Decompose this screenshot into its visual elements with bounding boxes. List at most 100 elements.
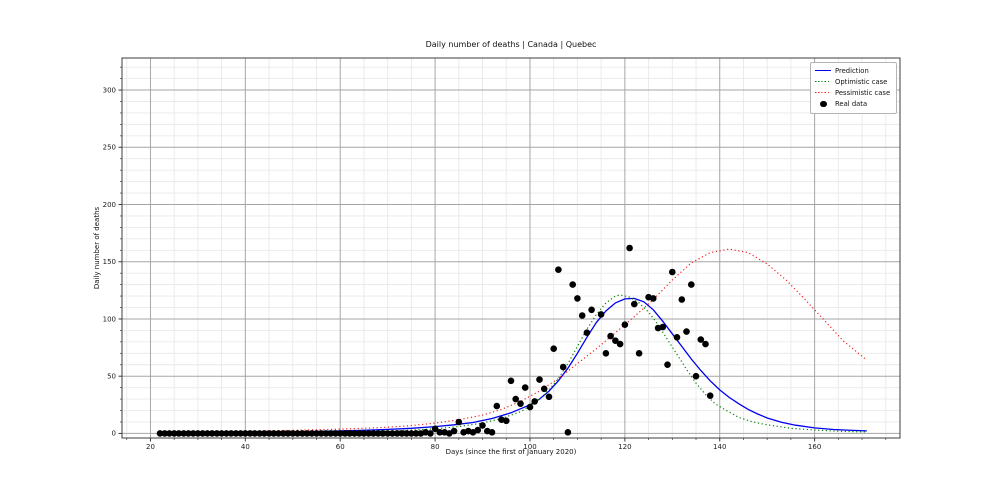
data-point [180, 430, 187, 437]
data-point [332, 430, 339, 437]
data-point [403, 430, 410, 437]
data-point [536, 376, 543, 383]
data-point [227, 430, 235, 437]
chart-title: Daily number of deaths | Canada | Quebec [425, 40, 597, 49]
data-point [616, 340, 624, 348]
data-point [431, 425, 439, 433]
data-point [322, 430, 330, 437]
data-point [189, 430, 197, 437]
data-point [512, 395, 519, 403]
series-pessimistic-case [159, 248, 868, 434]
data-point [702, 340, 709, 348]
x-tick-label: 100 [523, 443, 536, 451]
data-point [488, 429, 496, 436]
data-point [308, 430, 316, 437]
x-tick-label: 120 [618, 443, 631, 451]
data-point [370, 430, 377, 437]
y-tick-label: 150 [103, 258, 116, 266]
data-point [621, 321, 629, 329]
y-tick-label: 50 [107, 372, 116, 380]
legend-swatch [815, 78, 831, 86]
data-point [669, 268, 676, 276]
legend-label: Prediction [835, 66, 869, 75]
data-point [474, 426, 482, 434]
data-point [389, 430, 396, 437]
axes-frame [121, 57, 901, 439]
data-point [265, 430, 273, 437]
data-point [427, 430, 434, 437]
x-tick-label: 160 [808, 443, 821, 451]
legend-swatch [815, 100, 831, 108]
data-point [232, 430, 240, 437]
y-axis-label: Daily number of deaths [93, 206, 101, 290]
data-point [156, 430, 164, 437]
y-tick-label: 200 [103, 201, 116, 209]
legend-label: Optimistic case [835, 77, 888, 86]
data-point [692, 372, 700, 380]
data-point [650, 295, 657, 302]
data-point [659, 323, 667, 331]
data-point [242, 430, 249, 437]
data-point [612, 337, 619, 345]
legend-label: Pessimistic case [835, 88, 891, 97]
data-point [256, 430, 263, 437]
data-point [597, 311, 605, 318]
data-point [185, 430, 192, 437]
data-point [313, 430, 320, 437]
data-point [199, 430, 206, 437]
data-point [379, 430, 387, 437]
data-point [583, 329, 591, 337]
data-point [688, 281, 695, 288]
y-tick-label: 0 [112, 430, 116, 438]
data-point [294, 430, 301, 437]
data-point [351, 430, 358, 437]
x-tick-label: 140 [713, 443, 726, 451]
data-point [631, 300, 638, 308]
data-point [289, 430, 297, 437]
data-point [683, 328, 690, 335]
data-point [341, 430, 349, 437]
data-point [408, 430, 415, 437]
data-point [336, 430, 344, 437]
data-point [450, 427, 458, 435]
data-point [706, 392, 714, 400]
x-axis-label: Days (since the first of January 2020) [445, 448, 577, 456]
data-point [360, 430, 368, 437]
data-point [166, 430, 173, 437]
x-tick-label: 20 [146, 443, 155, 451]
data-point [161, 430, 168, 437]
data-point [261, 430, 268, 437]
x-tick-label: 80 [431, 443, 440, 451]
data-point [365, 430, 373, 437]
data-point [531, 398, 538, 405]
data-point [545, 393, 553, 401]
data-point [251, 430, 259, 437]
data-point [213, 430, 221, 437]
data-point [237, 430, 244, 437]
data-point [317, 430, 325, 437]
x-tick-label: 60 [336, 443, 345, 451]
data-point [223, 430, 230, 437]
data-point [204, 430, 211, 437]
y-tick-label: 250 [103, 144, 116, 152]
data-point [678, 296, 686, 303]
data-point [218, 430, 225, 437]
legend-item-pessimistic-case: Pessimistic case [815, 88, 892, 98]
data-point [550, 345, 557, 353]
data-point [194, 430, 202, 437]
legend: Prediction Optimistic case Pessimistic cas… [810, 62, 897, 114]
data-point [602, 350, 610, 357]
data-point [555, 266, 562, 274]
data-point [559, 363, 567, 371]
data-point [384, 430, 392, 437]
data-point [607, 332, 614, 340]
legend-item-real-data: Real data [815, 99, 892, 109]
data-point [303, 430, 311, 437]
legend-label: Real data [835, 99, 868, 108]
legend-swatch [815, 67, 831, 75]
data-point [355, 430, 363, 437]
data-point [436, 429, 444, 436]
data-point [569, 281, 576, 288]
